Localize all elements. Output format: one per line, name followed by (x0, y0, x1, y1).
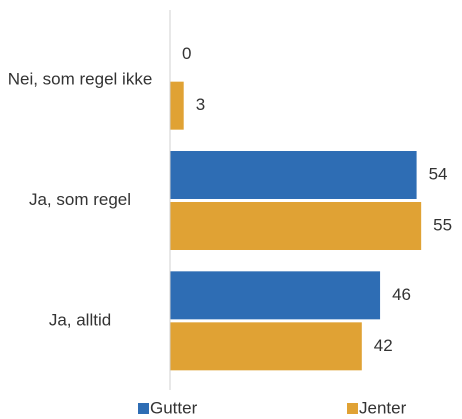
category-label: Nei, som regel ikke (8, 70, 153, 89)
value-label: 42 (374, 336, 393, 355)
legend-swatch (347, 403, 358, 414)
value-label: 46 (392, 285, 411, 304)
value-label: 54 (429, 164, 448, 183)
value-label: 55 (433, 215, 452, 234)
category-label: Ja, alltid (49, 310, 111, 329)
legend-swatch (138, 403, 149, 414)
category-label: Ja, som regel (29, 190, 131, 209)
value-label: 0 (182, 44, 191, 63)
bar (170, 271, 381, 320)
bar (170, 322, 362, 371)
bar (170, 81, 184, 130)
value-label: 3 (196, 95, 205, 114)
bar (170, 202, 422, 250)
legend-label: Jenter (359, 398, 407, 417)
legend-label: Gutter (150, 398, 198, 417)
bar (170, 151, 417, 199)
